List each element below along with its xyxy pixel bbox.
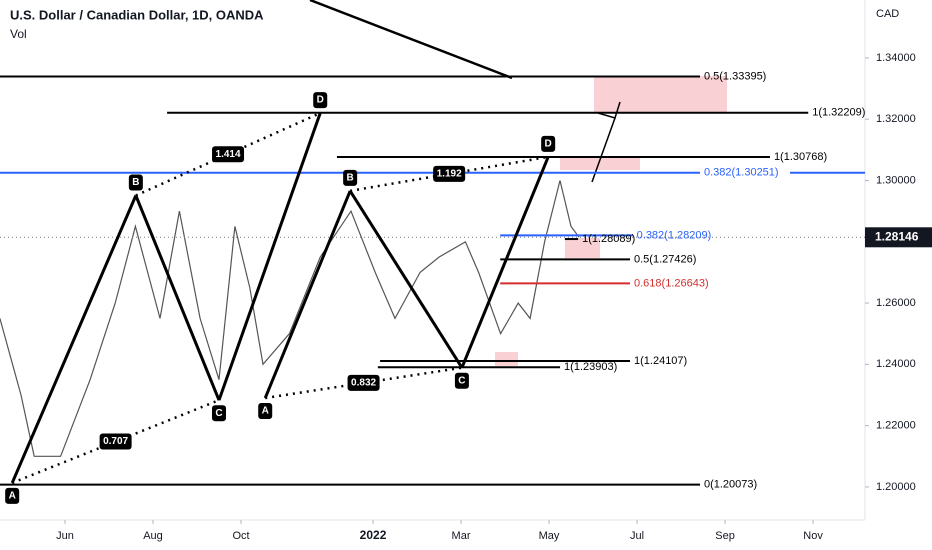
price-line — [0, 180, 580, 457]
target-zone — [560, 158, 640, 170]
x-tick-label: 2022 — [360, 528, 387, 542]
last-price-label: 1.28146 — [875, 229, 919, 243]
subtitle: Vol — [10, 27, 27, 41]
x-tick-label: Jul — [630, 530, 644, 542]
target-zone — [495, 352, 518, 366]
ratio-box — [99, 433, 132, 450]
point-label: B — [347, 173, 354, 184]
point-box — [212, 405, 227, 422]
drawings — [309, 0, 727, 366]
y-tick-label: 1.22000 — [876, 420, 916, 432]
y-tick-label: 1.24000 — [876, 358, 916, 370]
point-box — [541, 135, 556, 152]
x-tick-label: Aug — [143, 530, 163, 542]
ratio-label: 1.192 — [437, 169, 462, 180]
pattern-leg — [217, 112, 322, 401]
y-tick-label: 1.26000 — [876, 297, 916, 309]
ratio-box — [212, 146, 245, 163]
point-label: B — [132, 177, 139, 188]
price-axis — [865, 0, 932, 550]
point-box — [343, 169, 358, 186]
point-label: C — [215, 408, 222, 419]
point-label: D — [545, 139, 552, 150]
fib-level-label: 1(1.30768) — [774, 151, 827, 163]
fib-level-label: 0.382(1.28209) — [637, 229, 712, 241]
y-tick-label: 1.20000 — [876, 481, 916, 493]
fib-level-label: 0.5(1.33395) — [704, 70, 766, 82]
ratio-box — [347, 374, 380, 391]
arrow-head — [597, 101, 621, 119]
point-box — [128, 174, 143, 191]
x-tick-label: Jun — [56, 530, 74, 542]
trend-line — [309, 0, 513, 80]
x-tick-label: Mar — [452, 530, 471, 542]
fib-level-label: 0(1.20073) — [704, 479, 757, 491]
pattern-leg — [263, 190, 352, 399]
point-box — [454, 372, 469, 389]
pattern-leg — [460, 156, 550, 369]
y-tick-label: 1.34000 — [876, 52, 916, 64]
y-tick-label: 1.30000 — [876, 174, 916, 186]
ratio-label: 0.707 — [103, 436, 128, 447]
pattern-leg — [134, 194, 221, 401]
axis-unit: CAD — [876, 8, 899, 20]
chart-title: U.S. Dollar / Canadian Dollar, 1D, OANDA — [10, 7, 264, 22]
pattern-ratio-line — [135, 111, 321, 197]
pattern-leg — [348, 190, 464, 369]
point-label: D — [317, 95, 324, 106]
pattern-leg — [10, 194, 138, 484]
fib-level-label: 1(1.24107) — [634, 355, 687, 367]
point-box — [313, 92, 328, 109]
ratio-box — [433, 165, 466, 182]
x-tick-label: Oct — [232, 530, 249, 542]
target-zone — [565, 238, 600, 258]
y-tick-label: 1.32000 — [876, 113, 916, 125]
x-tick-label: Sep — [715, 530, 735, 542]
point-label: A — [9, 491, 16, 502]
target-zone — [594, 76, 727, 112]
ratio-label: 1.414 — [216, 149, 241, 160]
ratio-label: 0.832 — [351, 378, 376, 389]
fib-level-label: 1(1.32209) — [812, 107, 865, 119]
x-tick-label: May — [539, 530, 560, 542]
point-label: C — [458, 375, 465, 386]
fib-level-label: 0.5(1.27426) — [634, 253, 696, 265]
fib-level-label: 1(1.23903) — [564, 361, 617, 373]
fib-level-label: 0.618(1.26643) — [634, 277, 709, 289]
x-tick-label: Nov — [803, 530, 823, 542]
point-label: A — [262, 406, 269, 417]
arrow — [591, 117, 616, 183]
point-box — [5, 487, 20, 504]
point-box — [258, 403, 273, 420]
fib-level-label: 0.382(1.30251) — [704, 167, 779, 179]
last-price-box — [865, 227, 932, 248]
fib-level-label: 1(1.28089) — [582, 233, 635, 245]
